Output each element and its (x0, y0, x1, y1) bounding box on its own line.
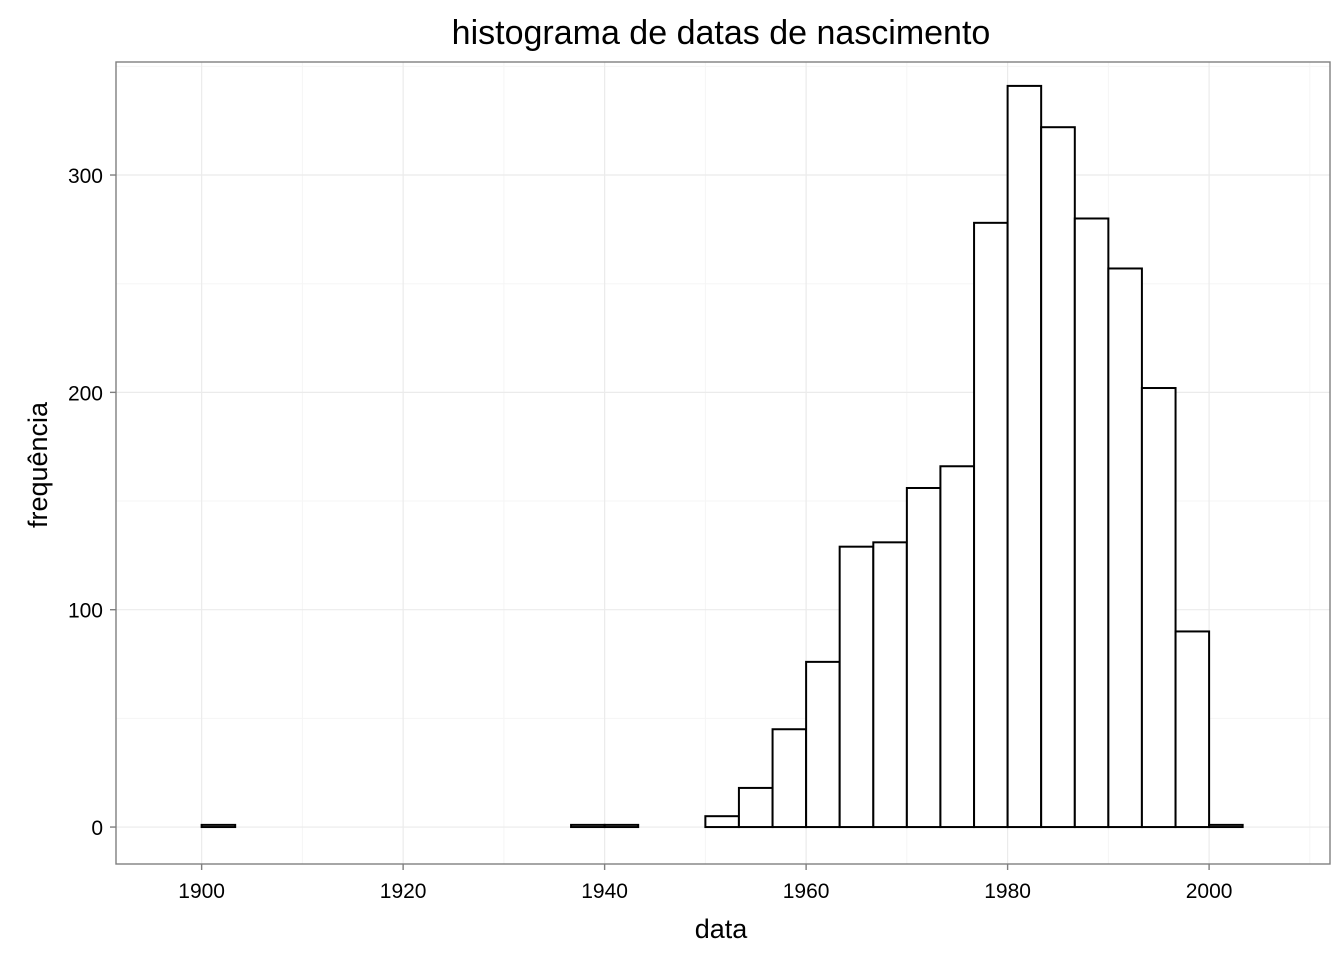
histogram-bar (737, 786, 774, 829)
x-tick-label: 1960 (783, 880, 830, 903)
histogram-bar (1140, 387, 1177, 829)
histogram-bar (838, 545, 875, 829)
x-tick-label: 1920 (380, 880, 427, 903)
histogram-bar (805, 660, 841, 829)
chart-title: histograma de datas de nascimento (452, 14, 991, 52)
histogram-bar (1040, 126, 1076, 829)
histogram-bar (200, 823, 237, 829)
x-tick-label: 2000 (1186, 880, 1233, 903)
histogram-bar (1208, 823, 1244, 829)
y-tick-label: 200 (68, 382, 103, 405)
histogram-bar (905, 486, 942, 829)
histogram-bars (200, 84, 1244, 829)
histogram-bar (1006, 84, 1043, 829)
x-axis-title: data (695, 914, 749, 944)
x-tick-label: 1940 (581, 880, 628, 903)
histogram-bar (939, 465, 976, 829)
axis-ticks: 1900 1920 1940 1960 1980 2000 0 100 200 300 (68, 165, 1233, 903)
histogram-bar (704, 815, 740, 829)
histogram-bar (973, 221, 1009, 829)
histogram-bar (603, 823, 640, 829)
y-tick-label: 0 (91, 817, 103, 840)
histogram-bar (1174, 630, 1211, 829)
histogram-bar (872, 541, 908, 829)
histogram-bar (1107, 267, 1143, 829)
y-tick-label: 300 (68, 165, 103, 188)
x-tick-label: 1980 (984, 880, 1031, 903)
histogram-bar (570, 823, 606, 829)
x-tick-label: 1900 (178, 880, 225, 903)
histogram-bar (1073, 217, 1110, 829)
y-tick-label: 100 (68, 600, 103, 623)
panel-border (115, 61, 1331, 865)
histogram-bar (771, 728, 808, 829)
y-axis-title: frequência (23, 401, 53, 528)
